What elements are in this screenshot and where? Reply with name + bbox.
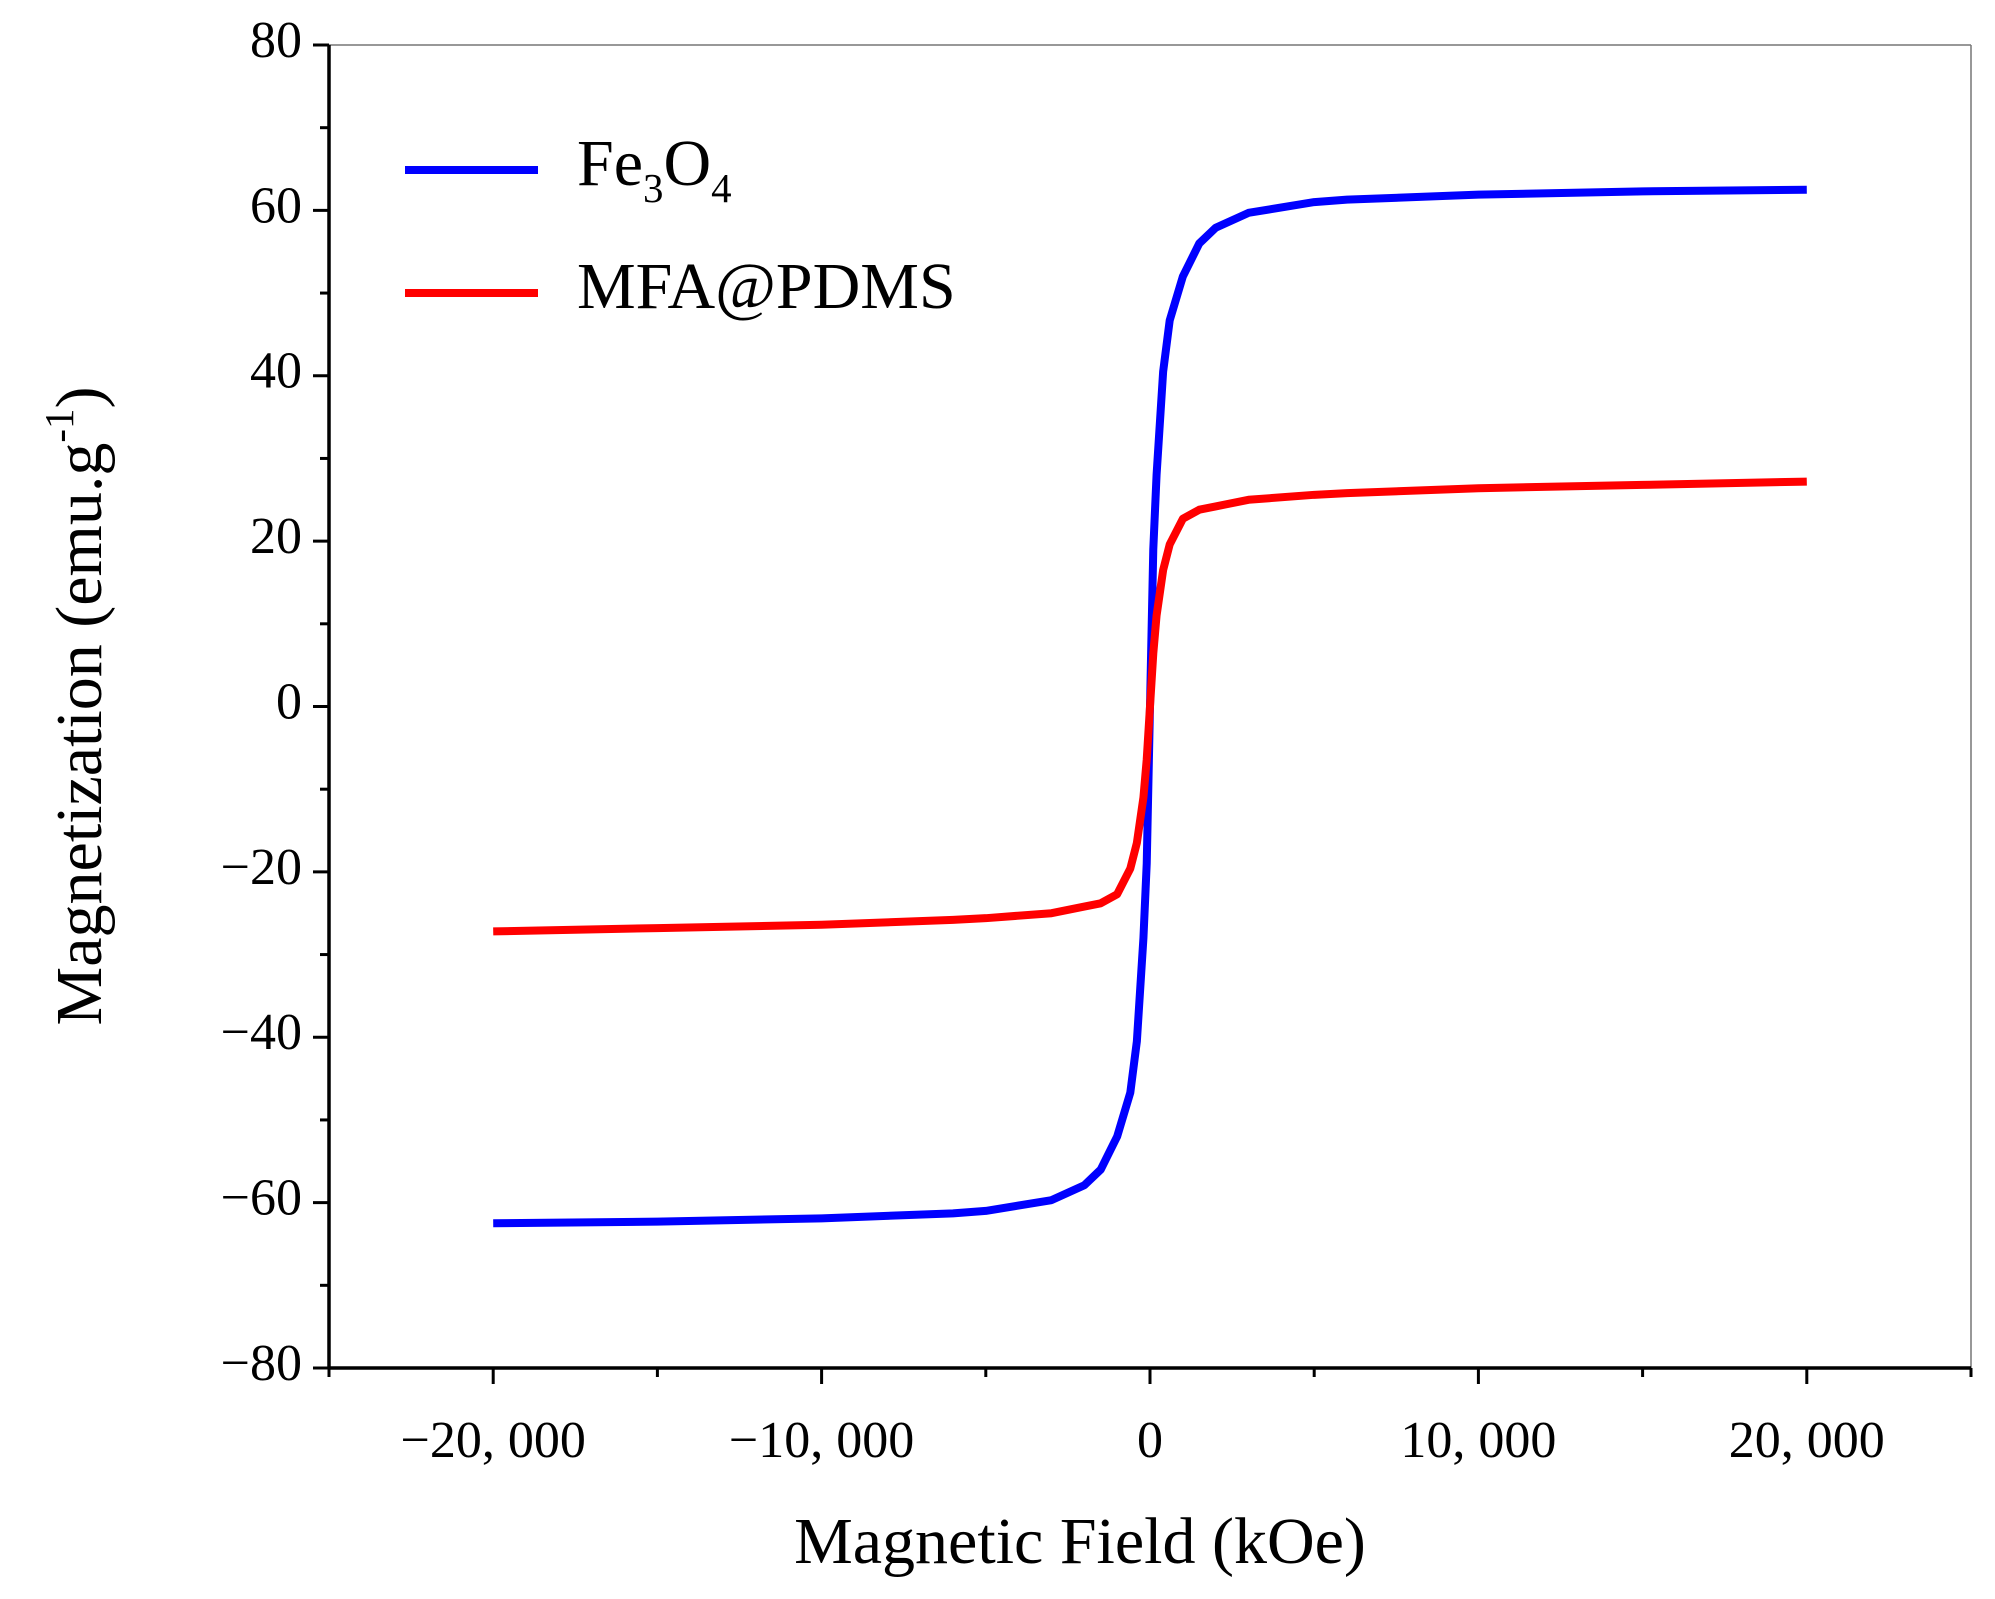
- y-tick-label: 20: [250, 508, 302, 565]
- y-tick-label: 60: [250, 177, 302, 234]
- x-tick-label: 10, 000: [1400, 1412, 1556, 1469]
- y-tick-label: 40: [250, 343, 302, 400]
- y-tick-label: −20: [221, 839, 302, 896]
- x-tick-label: −20, 000: [401, 1412, 586, 1469]
- y-tick-label: −60: [221, 1170, 302, 1227]
- y-tick-label: 0: [276, 673, 302, 730]
- y-tick-label: 80: [250, 12, 302, 69]
- line-series: [493, 477, 1807, 936]
- x-tick-label: −10, 000: [729, 1412, 914, 1469]
- legend-label: Fe3O4: [577, 127, 732, 211]
- legend-label: MFA@PDMS: [577, 250, 956, 323]
- y-tick-label: −80: [221, 1335, 302, 1392]
- x-tick-label: 20, 000: [1729, 1412, 1885, 1469]
- x-tick-label: 0: [1137, 1412, 1163, 1469]
- y-tick-label: −40: [221, 1004, 302, 1061]
- x-axis-label: Magnetic Field (kOe): [794, 1505, 1366, 1578]
- y-axis-label: Magnetization (emu.g-1): [37, 387, 116, 1026]
